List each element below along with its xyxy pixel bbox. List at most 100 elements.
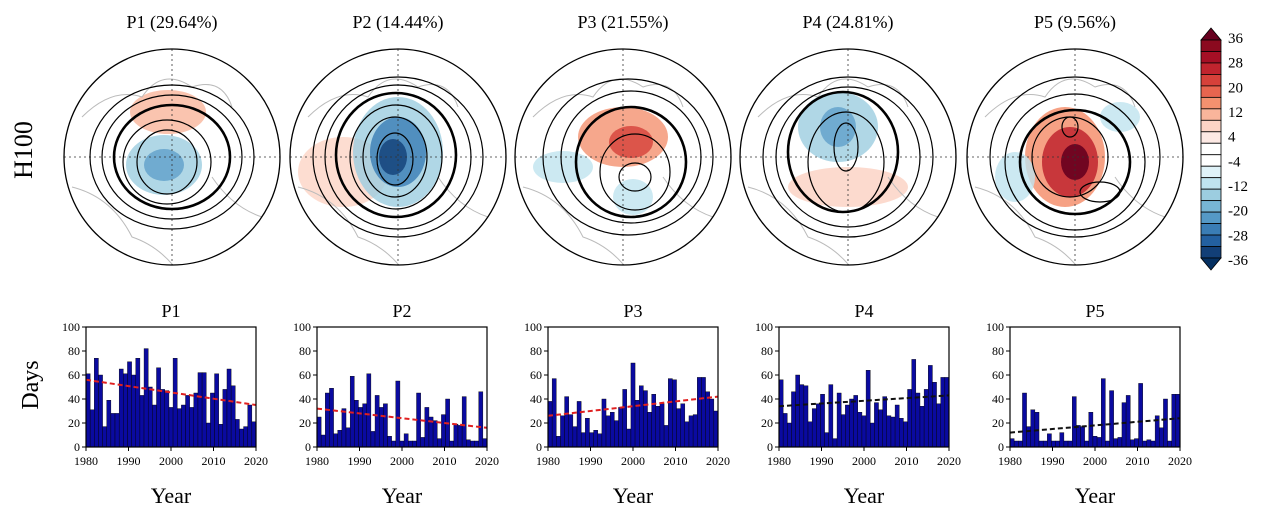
bar <box>828 384 834 448</box>
bar <box>701 377 706 448</box>
colorbar-bin <box>1200 108 1222 121</box>
bar <box>651 394 657 448</box>
anomaly-shading <box>1100 102 1140 132</box>
bar <box>1125 395 1131 448</box>
bar <box>919 406 925 448</box>
y-tick-label: 100 <box>755 320 773 334</box>
map-panel-p4: P4 (24.81%) <box>739 12 957 266</box>
bar <box>861 415 867 448</box>
x-tick-label: 1980 <box>536 454 560 468</box>
bar <box>399 440 405 448</box>
colorbar-bin <box>1200 234 1222 247</box>
bar <box>181 404 186 448</box>
bar <box>320 434 326 448</box>
x-tick-label: 2020 <box>706 454 730 468</box>
bar <box>1150 440 1156 448</box>
bar <box>865 370 871 448</box>
bar <box>1092 436 1098 448</box>
map-boundary <box>514 48 732 266</box>
bar <box>899 418 904 448</box>
height-contour <box>1004 93 1146 231</box>
bar <box>395 380 401 448</box>
bar <box>564 396 569 448</box>
bar <box>940 377 946 448</box>
bar <box>449 440 455 448</box>
x-tick-label: 2010 <box>1126 454 1150 468</box>
bar <box>874 402 879 448</box>
map-boundary <box>739 48 957 266</box>
map-panels: P1 (29.64%) P2 (14.44%) P3 (21.55%) P4 (24.… <box>63 12 1184 266</box>
map-title: P3 (21.55%) <box>578 12 669 33</box>
bar <box>333 433 338 448</box>
bar <box>1121 402 1127 448</box>
chart-title: P5 <box>1085 301 1104 321</box>
bar <box>647 412 652 448</box>
height-contour <box>807 111 885 213</box>
bar <box>222 389 228 448</box>
bar <box>663 425 669 448</box>
colorbar-bin <box>1200 62 1222 75</box>
bar <box>576 401 582 448</box>
bar <box>466 439 471 448</box>
bar <box>143 348 149 448</box>
x-axis-label: Year <box>844 483 885 508</box>
x-tick-label: 1990 <box>348 454 372 468</box>
bar <box>585 418 590 448</box>
bar <box>106 400 112 448</box>
y-tick-label: 80 <box>299 344 311 358</box>
bar <box>110 413 116 448</box>
height-contour <box>324 84 472 230</box>
x-tick-label: 2020 <box>1168 454 1192 468</box>
bar <box>1042 440 1048 448</box>
map-title: P5 (9.56%) <box>1034 12 1116 33</box>
map-boundary <box>289 48 507 266</box>
bar <box>123 373 128 448</box>
bar <box>932 382 937 448</box>
bar <box>845 404 850 448</box>
bar <box>655 406 661 448</box>
x-tick-label: 2000 <box>621 454 645 468</box>
bar <box>622 389 627 448</box>
y-tick-label: 0 <box>998 440 1004 454</box>
bar <box>1138 383 1143 448</box>
bar <box>1013 440 1019 448</box>
bar <box>235 419 240 448</box>
y-tick-label: 60 <box>299 368 311 382</box>
bar <box>1055 440 1060 448</box>
height-contour <box>349 104 443 210</box>
y-tick-label: 100 <box>62 320 80 334</box>
bar <box>1105 440 1110 448</box>
bar <box>1134 438 1139 448</box>
bar <box>354 400 359 448</box>
x-tick-label: 2010 <box>433 454 457 468</box>
colorbar-bin <box>1200 246 1222 259</box>
y-tick-label: 80 <box>761 344 773 358</box>
bar <box>470 440 475 448</box>
colorbar-bin <box>1200 165 1222 179</box>
bar <box>383 403 388 448</box>
bar <box>114 413 120 448</box>
bar <box>609 412 615 448</box>
bar <box>688 415 694 448</box>
bar <box>672 379 677 448</box>
bar <box>882 396 888 448</box>
bar <box>197 372 203 448</box>
height-contour <box>112 103 232 211</box>
colorbar-bin <box>1200 39 1222 52</box>
chart-title: P3 <box>623 301 642 321</box>
bar <box>824 432 829 448</box>
bar <box>630 362 636 448</box>
bar <box>160 389 165 448</box>
height-contour <box>1061 116 1079 138</box>
x-tick-label: 2010 <box>202 454 226 468</box>
bar <box>1059 432 1065 448</box>
bar <box>903 421 908 448</box>
bar <box>1088 412 1094 448</box>
map-title: P1 (29.64%) <box>127 12 218 33</box>
bar <box>135 358 141 448</box>
colorbar-bin <box>1200 119 1222 133</box>
colorbar-bin <box>1200 85 1222 98</box>
height-contour <box>775 86 921 228</box>
